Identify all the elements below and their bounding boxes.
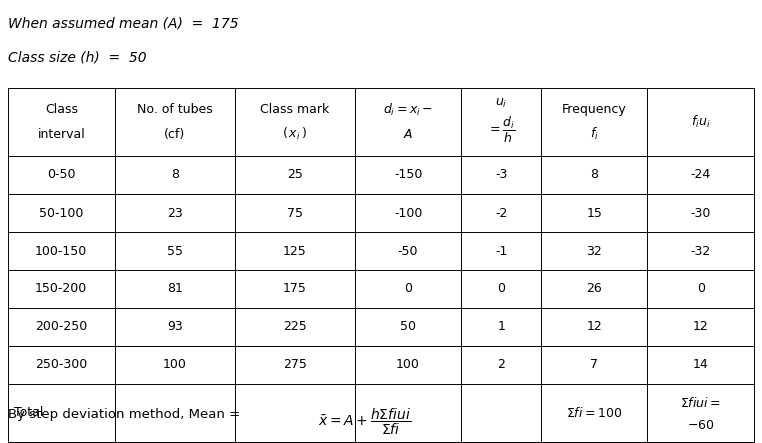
Text: 12: 12 — [693, 320, 709, 334]
Text: 8: 8 — [590, 168, 598, 182]
Text: Total: Total — [14, 407, 43, 420]
Text: 50: 50 — [400, 320, 416, 334]
Text: 250-300: 250-300 — [35, 358, 88, 372]
Text: No. of tubes: No. of tubes — [136, 103, 213, 116]
Text: (cf): (cf) — [164, 128, 185, 141]
Text: -2: -2 — [495, 206, 507, 219]
Text: 55: 55 — [167, 245, 183, 257]
Text: $f_i$: $f_i$ — [590, 126, 598, 142]
Text: 32: 32 — [586, 245, 602, 257]
Text: 25: 25 — [287, 168, 303, 182]
Text: 2: 2 — [497, 358, 505, 372]
Text: 93: 93 — [167, 320, 183, 334]
Text: -24: -24 — [690, 168, 711, 182]
Text: -3: -3 — [495, 168, 507, 182]
Text: 100: 100 — [163, 358, 187, 372]
Text: Class mark: Class mark — [260, 103, 329, 116]
Text: 150-200: 150-200 — [35, 283, 88, 295]
Text: Class size (h)  =  50: Class size (h) = 50 — [8, 50, 146, 64]
Text: -50: -50 — [398, 245, 418, 257]
Text: $\Sigma fiui =$: $\Sigma fiui =$ — [680, 396, 721, 410]
Text: -30: -30 — [690, 206, 711, 219]
Text: 7: 7 — [590, 358, 598, 372]
Text: -32: -32 — [690, 245, 711, 257]
Text: $f_i u_i$: $f_i u_i$ — [691, 114, 710, 130]
Text: 0-50: 0-50 — [47, 168, 75, 182]
Text: 81: 81 — [167, 283, 183, 295]
Text: 100-150: 100-150 — [35, 245, 88, 257]
Text: 0: 0 — [497, 283, 505, 295]
Text: -1: -1 — [495, 245, 507, 257]
Text: 50-100: 50-100 — [39, 206, 84, 219]
Text: 0: 0 — [404, 283, 412, 295]
Text: 100: 100 — [396, 358, 420, 372]
Text: Frequency: Frequency — [562, 103, 626, 116]
Text: -100: -100 — [394, 206, 422, 219]
Text: $\bar{x} = A + \dfrac{h\Sigma fiui}{\Sigma fi}$: $\bar{x} = A + \dfrac{h\Sigma fiui}{\Sig… — [318, 407, 411, 437]
Text: 12: 12 — [586, 320, 602, 334]
Text: 0: 0 — [696, 283, 705, 295]
Text: 26: 26 — [586, 283, 602, 295]
Text: $u_i$: $u_i$ — [495, 97, 507, 109]
Text: interval: interval — [37, 128, 85, 141]
Text: 225: 225 — [283, 320, 306, 334]
Text: $=\dfrac{d_i}{h}$: $=\dfrac{d_i}{h}$ — [487, 115, 515, 145]
Text: 15: 15 — [586, 206, 602, 219]
Text: Class: Class — [45, 103, 78, 116]
Text: $(\,x_i\,)$: $(\,x_i\,)$ — [282, 126, 307, 142]
Text: 8: 8 — [171, 168, 178, 182]
Text: -150: -150 — [394, 168, 422, 182]
Text: When assumed mean (A)  =  175: When assumed mean (A) = 175 — [8, 16, 239, 30]
Text: 1: 1 — [497, 320, 505, 334]
Text: $-60$: $-60$ — [687, 419, 715, 432]
Text: 125: 125 — [283, 245, 306, 257]
Text: $A$: $A$ — [403, 128, 413, 141]
Text: By step deviation method, Mean =: By step deviation method, Mean = — [8, 408, 245, 421]
Text: 200-250: 200-250 — [35, 320, 88, 334]
Text: $d_i = x_i -$: $d_i = x_i -$ — [383, 102, 433, 118]
Text: 14: 14 — [693, 358, 709, 372]
Text: 175: 175 — [283, 283, 306, 295]
Text: 275: 275 — [283, 358, 306, 372]
Text: 75: 75 — [287, 206, 303, 219]
Text: 23: 23 — [167, 206, 183, 219]
Text: $\Sigma fi = 100$: $\Sigma fi = 100$ — [566, 406, 623, 420]
